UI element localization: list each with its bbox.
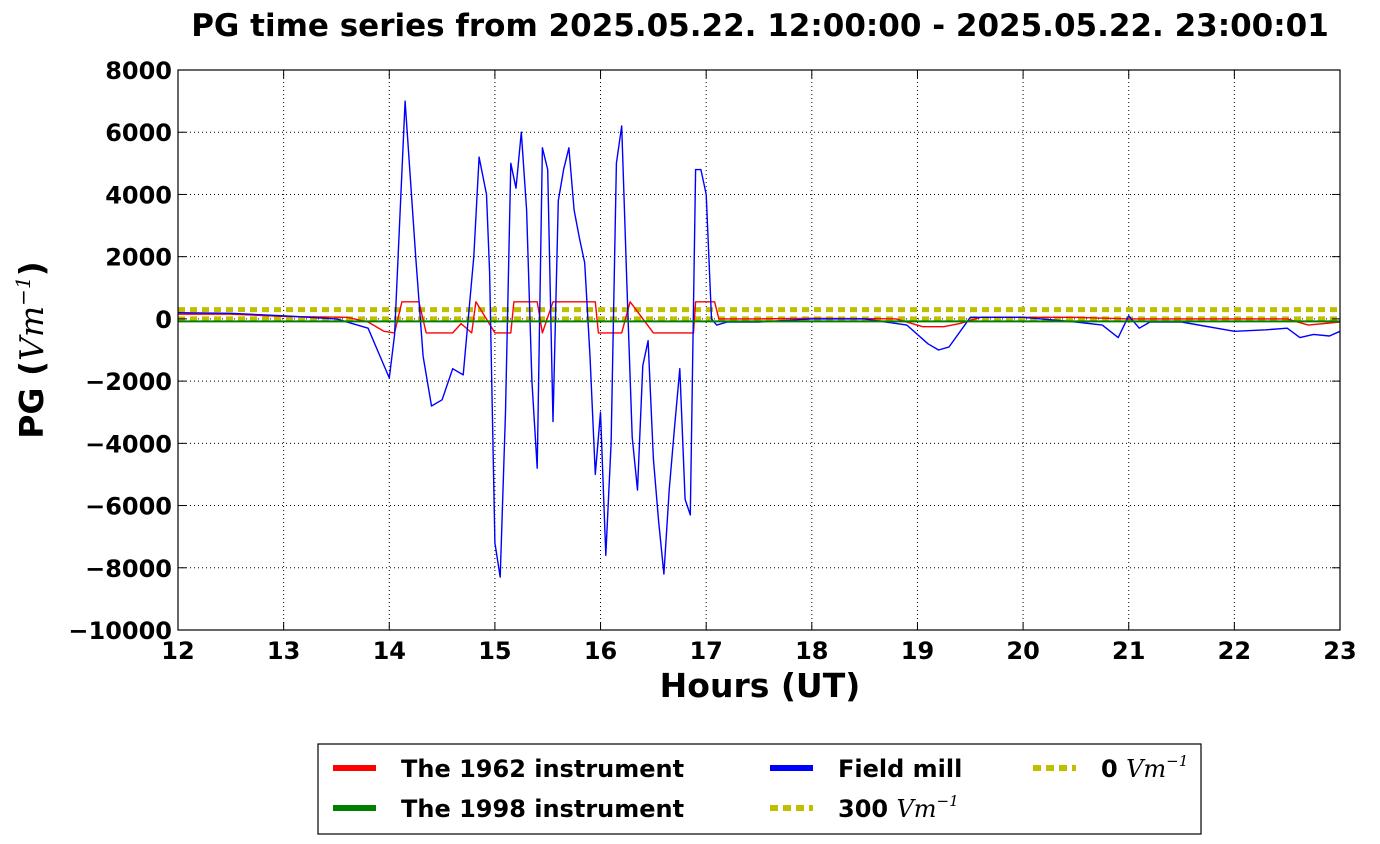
- y-tick-label: −2000: [85, 368, 172, 396]
- y-axis-ticks: 8000 6000 4000 2000 0 −2000 −4000 −6000 −8000 −10…: [68, 57, 1340, 645]
- y-axis-label-close: ): [12, 261, 51, 276]
- x-tick-label: 12: [161, 637, 194, 665]
- plot-area-frame: [177, 69, 1341, 631]
- x-axis-label: Hours (UT): [660, 666, 861, 705]
- y-tick-label: −10000: [68, 617, 172, 645]
- reference-lines: [178, 307, 1340, 322]
- series-lines: [177, 100, 1341, 578]
- x-tick-label: 20: [1006, 637, 1039, 665]
- y-axis-label-unit: Vm: [12, 306, 51, 361]
- x-tick-label: 16: [584, 637, 617, 665]
- y-tick-label: 2000: [105, 244, 172, 272]
- legend-label: The 1962 instrument: [401, 755, 684, 783]
- x-tick-label: 13: [267, 637, 300, 665]
- x-tick-label: 15: [478, 637, 511, 665]
- chart-title: PG time series from 2025.05.22. 12:00:00…: [191, 8, 1329, 44]
- x-tick-label: 19: [901, 637, 934, 665]
- x-tick-label: 22: [1218, 637, 1251, 665]
- y-tick-label: 4000: [105, 181, 172, 209]
- y-tick-label: 8000: [105, 57, 172, 85]
- x-axis-ticks: 12 13 14 15 16 17 18 19 20 21 22 23: [161, 70, 1357, 665]
- legend-label: The 1998 instrument: [401, 795, 684, 823]
- y-tick-label: −4000: [85, 430, 172, 458]
- x-tick-label: 21: [1112, 637, 1145, 665]
- x-tick-label: 14: [373, 637, 406, 665]
- x-tick-label: 23: [1323, 637, 1356, 665]
- y-tick-label: −8000: [85, 555, 172, 583]
- legend-box: [317, 743, 1202, 835]
- legend-label: 300 Vm−1: [838, 792, 959, 823]
- y-tick-label: −6000: [85, 493, 172, 521]
- x-tick-label: 18: [795, 637, 828, 665]
- y-tick-label: 6000: [105, 119, 172, 147]
- legend-label: Field mill: [838, 755, 962, 783]
- y-axis-label-exponent: −1: [11, 276, 35, 305]
- x-tick-label: 17: [689, 637, 722, 665]
- y-axis-label: PG (Vm−1): [11, 261, 51, 439]
- grid: [178, 70, 1340, 630]
- legend: The 1962 instrument The 1998 instrument Fi…: [317, 743, 1202, 835]
- legend-label: 0 Vm−1: [1101, 752, 1188, 783]
- y-axis-label-text: PG (: [12, 361, 51, 439]
- y-tick-label: 0: [155, 306, 172, 334]
- series-line-field-mill: [177, 100, 1341, 578]
